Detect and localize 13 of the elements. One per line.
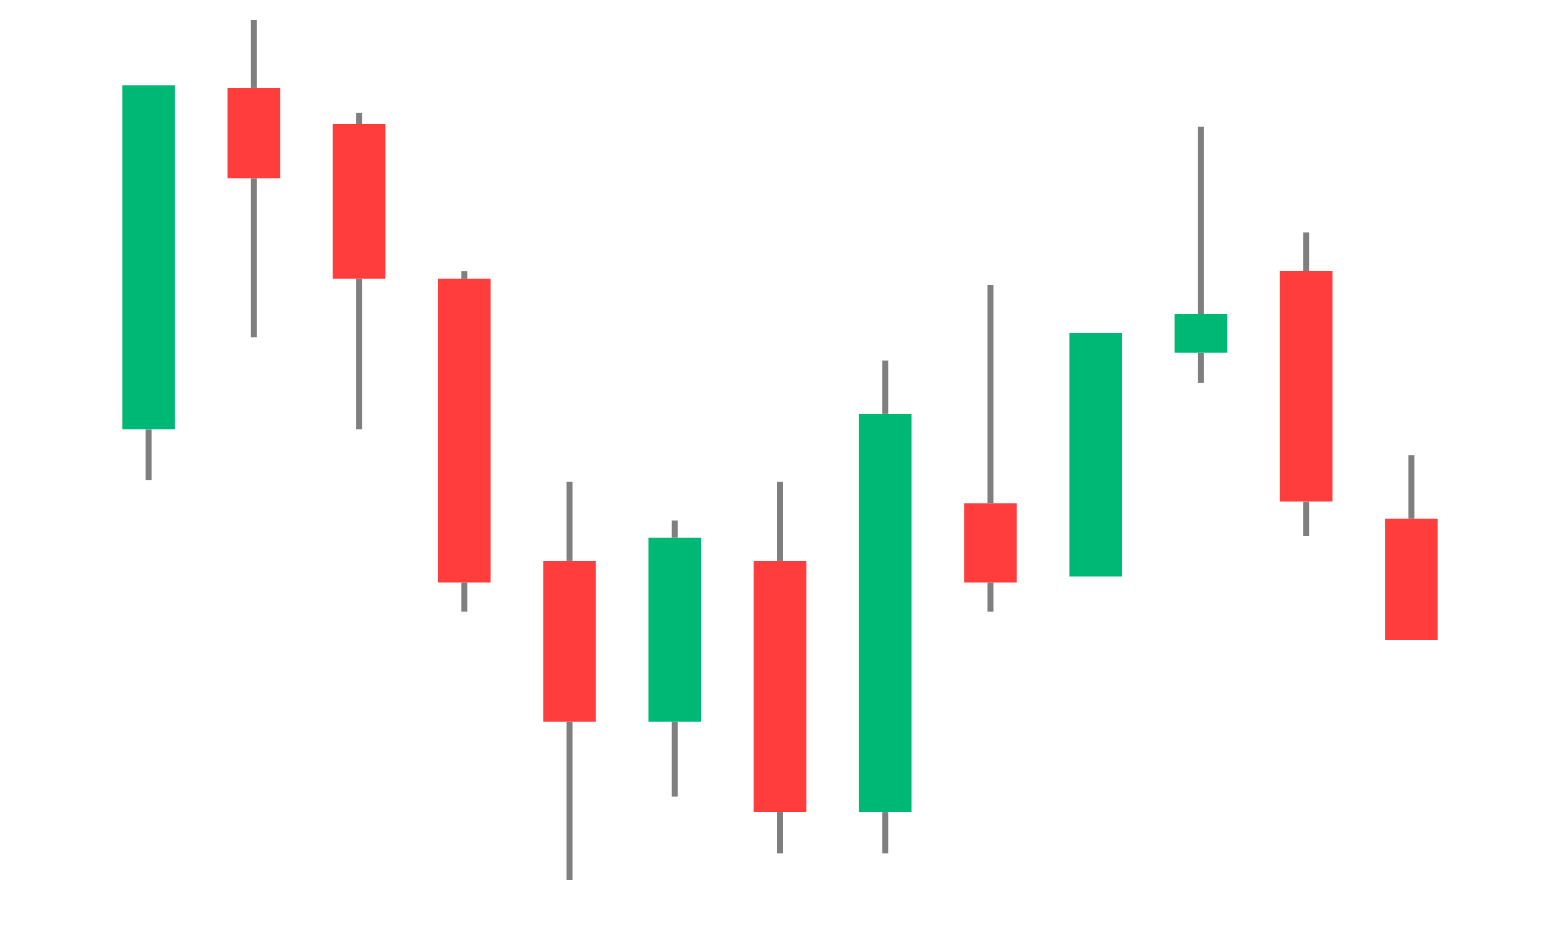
- candlestick: [1174, 126, 1228, 383]
- candlestick: [543, 481, 596, 880]
- candlestick: [122, 85, 175, 481]
- candlestick: [227, 20, 281, 338]
- candlestick: [964, 284, 1017, 612]
- candlestick: [1069, 333, 1122, 577]
- candlestick: [438, 271, 491, 612]
- candlestick: [753, 481, 807, 854]
- candlestick: [648, 520, 702, 797]
- candlestick: [1385, 455, 1438, 641]
- candlestick: [1279, 232, 1333, 536]
- candlestick: [332, 112, 386, 430]
- candlestick: [858, 360, 912, 854]
